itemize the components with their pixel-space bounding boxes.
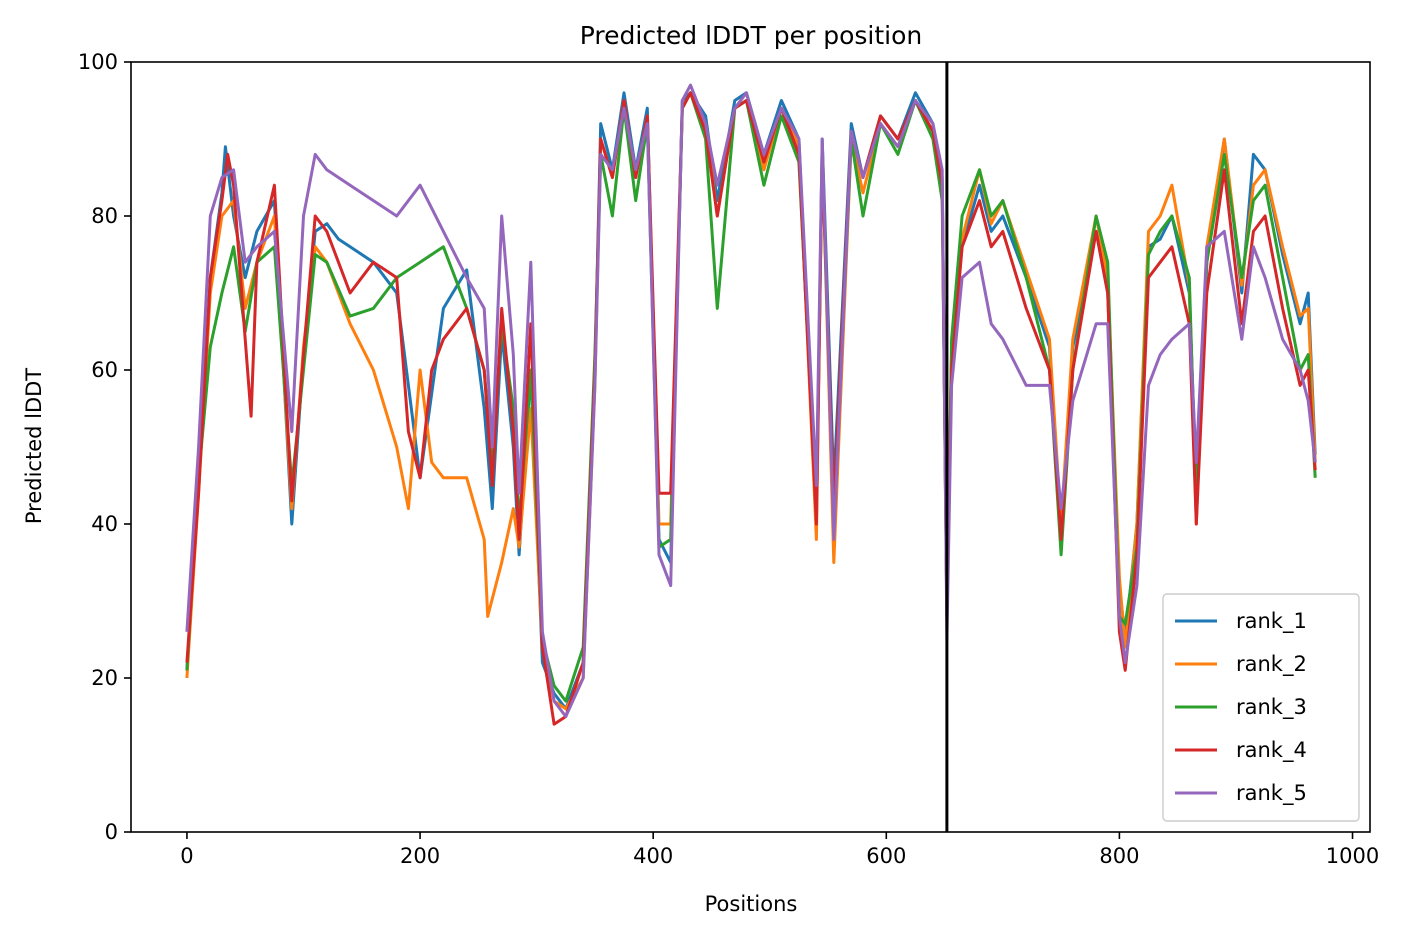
chart-title: Predicted lDDT per position [580,21,922,50]
y-tick-label: 60 [91,358,118,382]
series-line-rank_3 [185,91,1317,703]
x-tick-label: 200 [400,844,440,868]
x-tick-label: 1000 [1326,844,1379,868]
series-line-rank_5 [185,83,1317,718]
legend-box [1162,593,1360,822]
legend-label-rank_3: rank_3 [1236,695,1307,720]
y-axis-label: Predicted lDDT [22,368,46,524]
legend-label-rank_2: rank_2 [1236,652,1307,677]
x-tick-label: 0 [180,844,193,868]
x-tick-label: 400 [633,844,673,868]
y-tick-label: 100 [78,50,118,74]
y-tick-label: 40 [91,512,118,536]
y-tick-label: 80 [91,204,118,228]
legend: rank_1 rank_2 rank_3 rank_4 rank_5 [1162,593,1360,822]
x-tick-label: 800 [1099,844,1139,868]
y-tick-label: 20 [91,666,118,690]
series-line-rank_2 [185,91,1317,711]
legend-label-rank_4: rank_4 [1236,738,1307,763]
series-line-rank_1 [185,91,1317,711]
x-axis-label: Positions [705,892,798,916]
legend-label-rank_5: rank_5 [1236,781,1307,806]
x-tick-label: 600 [866,844,906,868]
series-line-rank_4 [185,91,1317,726]
axes-frame [130,61,1371,833]
plot-area: 0 200 400 600 800 1000 0 20 40 60 80 100 [78,50,1379,868]
y-tick-label: 0 [105,820,118,844]
legend-label-rank_1: rank_1 [1236,609,1307,634]
